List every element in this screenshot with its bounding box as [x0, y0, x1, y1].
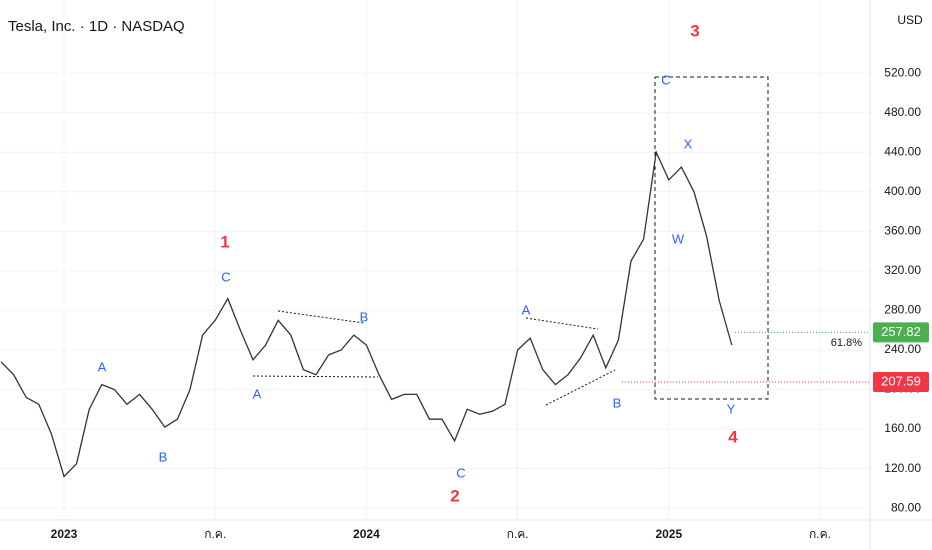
x-tick-label: ก.ค. [204, 527, 226, 541]
selection-box [654, 76, 769, 400]
wave-label: 1 [220, 232, 229, 251]
wave-label: 2 [450, 486, 459, 505]
fib-label: 61.8% [831, 337, 862, 349]
x-tick-label: ก.ค. [507, 527, 529, 541]
wave-label: C [661, 72, 670, 87]
wave-label: A [98, 359, 107, 374]
chart-title: Tesla, Inc. · 1D · NASDAQ [8, 18, 185, 35]
y-tick-label: 80.00 [891, 500, 921, 514]
wave-label: Y [727, 401, 736, 416]
y-tick-label: 240.00 [884, 342, 921, 356]
currency-label: USD [897, 13, 923, 27]
y-tick-label: 520.00 [884, 65, 921, 79]
wave-label: C [221, 269, 230, 284]
y-tick-label: 480.00 [884, 105, 921, 119]
y-tick-label: 400.00 [884, 184, 921, 198]
y-tick-label: 320.00 [884, 263, 921, 277]
x-tick-label: ก.ค. [809, 527, 831, 541]
wave-label: B [613, 395, 622, 410]
price-tag [873, 322, 929, 343]
wave-label: A [522, 302, 531, 317]
x-tick-label: 2023 [51, 527, 78, 541]
y-tick-label: 440.00 [884, 144, 921, 158]
wave-label: B [360, 309, 369, 324]
wave-label: W [672, 231, 685, 246]
y-tick-label: 160.00 [884, 421, 921, 435]
wave-label: 3 [690, 21, 699, 40]
price-tag-label: 257.82 [881, 324, 921, 339]
x-tick-label: 2024 [353, 527, 380, 541]
y-tick-label: 280.00 [884, 303, 921, 317]
wave-label: X [684, 136, 693, 151]
x-tick-label: 2025 [655, 527, 682, 541]
price-tag-label: 207.59 [881, 373, 921, 388]
y-tick-label: 360.00 [884, 224, 921, 238]
wave-label: A [253, 386, 262, 401]
price-tag [873, 372, 929, 393]
trend-line [252, 375, 379, 378]
trend-line [545, 369, 616, 406]
price-line [0, 149, 733, 478]
trend-line [277, 310, 365, 324]
wave-label: C [456, 465, 465, 480]
wave-label: 4 [728, 427, 738, 446]
y-tick-label: 120.00 [884, 461, 921, 475]
wave-label: B [159, 449, 168, 464]
trend-line [525, 317, 599, 330]
